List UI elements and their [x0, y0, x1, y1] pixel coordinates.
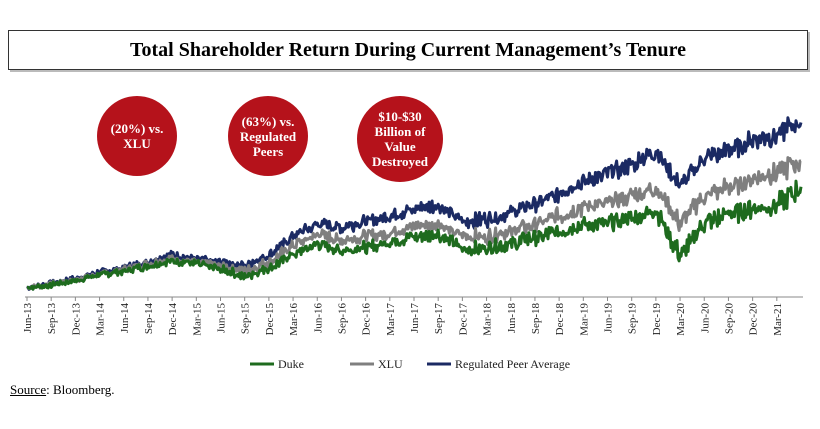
x-tick-label: Dec-20: [748, 303, 760, 336]
x-tick-label: Jun-16: [312, 303, 324, 333]
x-tick-label: Mar-19: [578, 303, 590, 336]
annotation-bubble-value: $10-$30 Billion of Value Destroyed: [357, 96, 443, 182]
x-tick-label: Sep-20: [723, 303, 735, 335]
legend-label-regulated-peer-average: Regulated Peer Average: [455, 357, 570, 371]
chart-title: Total Shareholder Return During Current …: [130, 38, 686, 61]
x-tick-label: Dec-17: [457, 303, 469, 336]
x-tick-label: Mar-21: [772, 303, 784, 336]
x-tick-label: Jun-18: [506, 303, 518, 333]
x-tick-label: Mar-17: [385, 303, 397, 336]
chart-title-box: Total Shareholder Return During Current …: [8, 30, 808, 70]
x-tick-label: Dec-19: [651, 303, 663, 336]
x-tick-label: Mar-18: [482, 303, 494, 336]
x-tick-label: Mar-20: [675, 303, 687, 336]
source-note: Source: Bloomberg.: [10, 382, 114, 398]
annotation-bubble-peers: (63%) vs. Regulated Peers: [228, 96, 308, 176]
x-tick-label: Dec-15: [264, 303, 276, 336]
x-tick-label: Sep-18: [530, 303, 542, 335]
x-tick-label: Jun-13: [22, 303, 34, 333]
series-line-xlu: [26, 156, 802, 291]
annotation-text-peers: (63%) vs. Regulated Peers: [239, 113, 297, 159]
x-tick-label: Sep-14: [143, 303, 155, 335]
x-tick-label: Jun-20: [699, 303, 711, 333]
x-tick-label: Sep-13: [46, 303, 58, 335]
series-line-duke: [26, 179, 803, 291]
legend-label-xlu: XLU: [378, 357, 403, 371]
x-tick-label: Dec-14: [167, 303, 179, 336]
x-tick-label: Sep-17: [433, 303, 445, 335]
annotation-text-value: $10-$30 Billion of Value Destroyed: [371, 109, 429, 169]
x-tick-label: Jun-19: [603, 303, 615, 333]
x-tick-label: Dec-13: [70, 303, 82, 336]
x-tick-label: Sep-19: [627, 303, 639, 335]
annotation-text-xlu: (20%) vs. XLU: [110, 121, 164, 151]
x-tick-label: Jun-14: [119, 303, 131, 333]
source-label: Source: [10, 382, 47, 397]
x-tick-label: Dec-18: [554, 303, 566, 336]
legend-label-duke: Duke: [278, 357, 304, 371]
source-text: : Bloomberg.: [46, 382, 115, 397]
x-tick-label: Mar-14: [95, 303, 107, 336]
x-tick-label: Jun-15: [216, 303, 228, 333]
x-tick-label: Dec-16: [361, 303, 373, 336]
x-tick-label: Sep-16: [336, 303, 348, 335]
x-tick-label: Mar-15: [191, 303, 203, 336]
x-tick-label: Mar-16: [288, 303, 300, 336]
x-tick-label: Sep-15: [240, 303, 252, 335]
annotation-bubble-xlu: (20%) vs. XLU: [97, 96, 177, 176]
x-tick-label: Jun-17: [409, 303, 421, 333]
